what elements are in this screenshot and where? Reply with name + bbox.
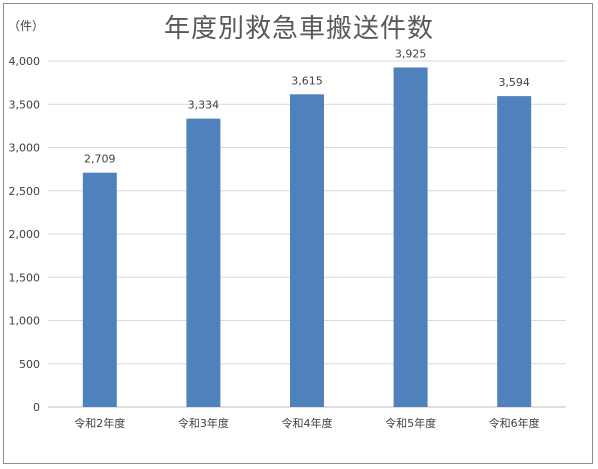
bar xyxy=(497,96,532,407)
y-tick-label: 3,500 xyxy=(9,98,41,111)
y-tick-label: 3,000 xyxy=(9,142,41,155)
y-tick-label: 0 xyxy=(33,401,40,414)
data-label: 3,594 xyxy=(498,76,530,89)
bar xyxy=(186,118,221,407)
y-tick-label: 500 xyxy=(19,358,40,371)
x-tick-label: 令和3年度 xyxy=(178,416,229,430)
y-axis-unit-label: （件） xyxy=(8,19,45,33)
y-tick-label: 2,500 xyxy=(9,185,41,198)
data-label: 3,925 xyxy=(395,47,427,60)
x-tick-label: 令和4年度 xyxy=(282,416,333,430)
data-label: 2,709 xyxy=(84,153,116,166)
x-tick-label: 令和5年度 xyxy=(385,416,436,430)
data-label: 3,615 xyxy=(291,74,323,87)
bar xyxy=(290,94,324,408)
x-tick-label: 令和6年度 xyxy=(489,416,540,430)
y-tick-label: 1,500 xyxy=(9,271,41,284)
bar xyxy=(82,172,117,407)
y-tick-label: 2,000 xyxy=(9,228,41,241)
x-tick-label: 令和2年度 xyxy=(74,416,125,430)
y-tick-label: 1,000 xyxy=(9,315,41,328)
y-tick-label: 4,000 xyxy=(9,55,41,68)
chart-title: 年度別救急車搬送件数 xyxy=(163,14,434,44)
data-label: 3,334 xyxy=(188,99,220,112)
bar xyxy=(393,67,428,408)
